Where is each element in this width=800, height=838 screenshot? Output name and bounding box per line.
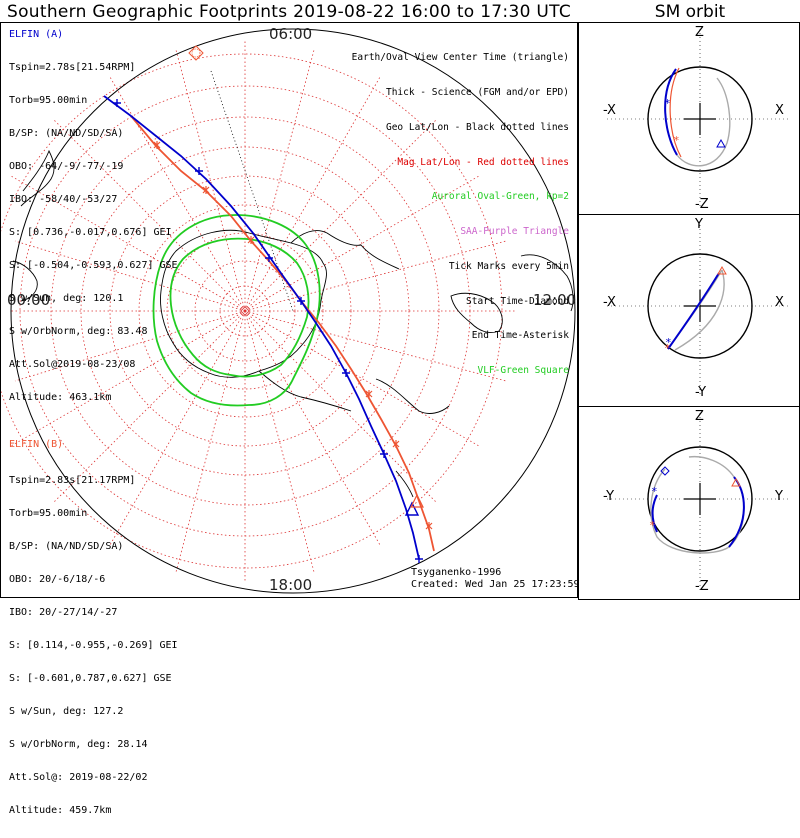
- hour-right: 12:00: [533, 291, 577, 309]
- sm2-top: Y: [695, 217, 703, 232]
- sm-xz-svg: * *: [607, 29, 789, 208]
- svg-text:*: *: [664, 97, 671, 110]
- sm3-bottom: -Z: [695, 579, 709, 594]
- legend-item: End Time-Asterisk: [471, 330, 569, 342]
- sm-panel-xz: * * Z -Z -X X: [578, 22, 800, 215]
- elfin-a-ticks: [113, 99, 423, 563]
- elfin-b-line: Altitude: 459.7km: [9, 805, 112, 816]
- elfin-a-line: OBO: -64/-9/-77/-19: [9, 161, 124, 172]
- sm-orbit-title: SM orbit: [654, 2, 726, 22]
- elfin-b-name: ELFIN (B): [9, 439, 64, 450]
- elfin-a-view-center: [404, 501, 420, 516]
- hour-left: 00:00: [7, 291, 51, 309]
- svg-text:*: *: [665, 336, 672, 349]
- sm2-bottom: -Y: [695, 385, 707, 400]
- legend-item: Thick - Science (FGM and/or EPD): [385, 86, 569, 98]
- svg-text:*: *: [649, 519, 656, 532]
- sm3-top: Z: [695, 409, 704, 424]
- elfin-a-line: Altitude: 463.1km: [9, 392, 112, 403]
- elfin-a-line: Tspin=2.78s[21.54RPM]: [9, 62, 136, 73]
- page-title: Southern Geographic Footprints 2019-08-2…: [6, 2, 571, 22]
- legend-item: Geo Lat/Lon - Black dotted lines: [385, 121, 569, 133]
- elfin-a-line: B/SP: (NA/ND/SD/SA): [9, 128, 124, 139]
- sm1-bottom: -Z: [695, 197, 709, 212]
- elfin-a-line: S: [0.736,-0.017,0.676] GEI: [9, 227, 172, 238]
- legend-item: Mag Lat/Lon - Red dotted lines: [397, 156, 569, 168]
- elfin-a-info: Tspin=2.78s[21.54RPM] Torb=95.00min B/SP…: [9, 40, 178, 425]
- sm-panel-yz: * * Z -Z -Y Y: [578, 406, 800, 600]
- coastlines: [12, 149, 574, 498]
- elfin-b-view-center: [410, 493, 424, 508]
- elfin-b-ticks: [153, 141, 433, 530]
- elfin-b-line: OBO: 20/-6/18/-6: [9, 574, 106, 585]
- elfin-a-line: S: [-0.504,-0.593,0.627] GSE: [9, 260, 178, 271]
- elfin-b-line: S: [0.114,-0.955,-0.269] GEI: [9, 640, 178, 651]
- legend-item: Tick Marks every 5min: [448, 260, 569, 272]
- geo-lon-line: [210, 70, 294, 312]
- sm1-right: X: [775, 103, 784, 118]
- pole-diamond: [240, 306, 250, 316]
- elfin-a-trajectory: [103, 95, 420, 560]
- sm2-left: -X: [603, 295, 616, 310]
- sm1-top: Z: [695, 25, 704, 40]
- elfin-b-line: S w/OrbNorm, deg: 28.14: [9, 739, 148, 750]
- mag-lon-lines: [9, 41, 515, 581]
- elfin-a-line: S w/Sun, deg: 120.1: [9, 293, 124, 304]
- model-label: Tsyganenko-1996: [411, 567, 502, 578]
- elfin-b-line: Tspin=2.83s[21.17RPM]: [9, 475, 136, 486]
- legend-item: Auroral Oval-Green, kp=2: [431, 191, 569, 203]
- hour-bottom: 18:00: [269, 576, 313, 594]
- sm3-right: Y: [775, 489, 783, 504]
- elfin-b-info: Tspin=2.83s[21.17RPM] Torb=95.00min B/SP…: [9, 453, 178, 838]
- legend-item: Start Time-Diamond: [466, 295, 569, 307]
- sm1-left: -X: [603, 103, 616, 118]
- elfin-a-line: S w/OrbNorm, deg: 83.48: [9, 326, 148, 337]
- elfin-b-line: S: [-0.601,0.787,0.627] GSE: [9, 673, 172, 684]
- svg-text:*: *: [673, 134, 680, 147]
- elfin-b-line: IBO: 20/-27/14/-27: [9, 607, 118, 618]
- sm-panel-xy: * * Y -Y -X X: [578, 214, 800, 407]
- elfin-a-line: IBO: -58/40/-53/27: [9, 194, 118, 205]
- sm-xy-svg: * *: [607, 221, 789, 395]
- start-diamond: [188, 45, 204, 61]
- legend-item: VLF-Green Square: [477, 365, 569, 377]
- elfin-b-line: Att.Sol@: 2019-08-22/02: [9, 772, 148, 783]
- saa-marker: [191, 48, 201, 58]
- map-svg: [1, 28, 576, 594]
- elfin-b-line: B/SP: (NA/ND/SD/SA): [9, 541, 124, 552]
- elfin-b-line: Torb=95.00min: [9, 508, 88, 519]
- sm-yz-svg: * *: [607, 413, 789, 591]
- elfin-b-line: S w/Sun, deg: 127.2: [9, 706, 124, 717]
- sm3-left: -Y: [603, 489, 615, 504]
- legend: Earth/Oval View Center Time (triangle) T…: [352, 29, 569, 400]
- elfin-a-line: Att.Sol@2019-08-23/08: [9, 359, 136, 370]
- sm2-right: X: [775, 295, 784, 310]
- elfin-a-name: ELFIN (A): [9, 29, 64, 40]
- legend-item: SAA-Purple Triangle: [460, 226, 569, 238]
- hour-top: 06:00: [269, 25, 313, 43]
- svg-text:*: *: [651, 485, 658, 498]
- footprint-map: 06:00 00:00 12:00 18:00 ELFIN (A) Tspin=…: [0, 22, 610, 816]
- elfin-a-line: Torb=95.00min: [9, 95, 88, 106]
- legend-item: Earth/Oval View Center Time (triangle): [351, 52, 569, 64]
- svg-text:*: *: [664, 342, 671, 355]
- earth-limb: [10, 28, 576, 594]
